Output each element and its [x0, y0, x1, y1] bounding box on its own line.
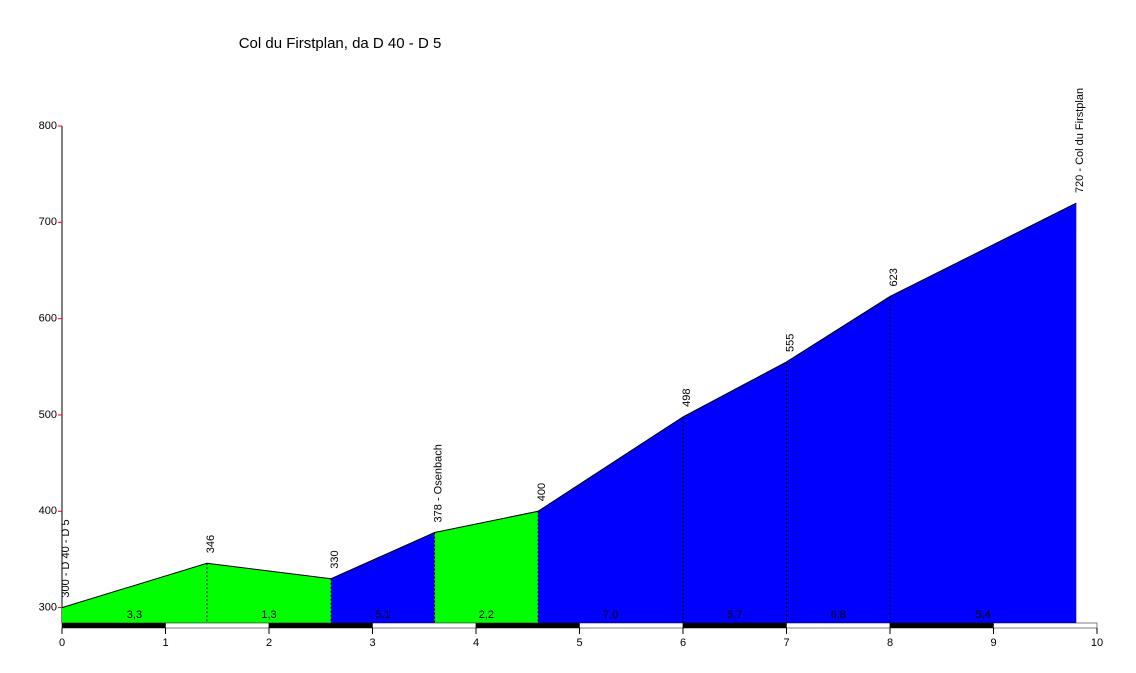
x-tick-label: 0	[59, 637, 65, 649]
x-tick-label: 8	[887, 637, 893, 649]
x-tick-label: 4	[473, 637, 479, 649]
gradient-label: 1,3	[261, 609, 276, 621]
point-label: 555	[784, 334, 796, 352]
y-tick-label: 700	[39, 216, 57, 228]
gradient-label: 5,4	[976, 609, 991, 621]
point-label: 498	[681, 389, 693, 407]
gradient-label: 5,7	[727, 609, 742, 621]
point-label: 330	[329, 550, 341, 568]
distance-block	[475, 622, 580, 629]
x-tick-label: 3	[369, 637, 375, 649]
x-tick-label: 10	[1091, 637, 1103, 649]
x-tick-label: 9	[990, 637, 996, 649]
segment-area	[434, 511, 539, 623]
x-tick-label: 1	[162, 637, 168, 649]
y-tick-label: 400	[39, 505, 57, 517]
segment-area	[786, 296, 890, 623]
point-label: 300 - D 40 - D 5	[60, 519, 72, 597]
gradient-label: 3,3	[127, 609, 142, 621]
y-tick-label: 500	[39, 409, 57, 421]
y-tick-label: 300	[39, 601, 57, 613]
distance-block	[682, 622, 787, 629]
distance-block	[786, 622, 891, 629]
y-tick-label: 600	[39, 313, 57, 325]
profile-line	[61, 202, 1077, 609]
x-tick-label: 6	[680, 637, 686, 649]
distance-block	[579, 622, 684, 629]
segment-area	[890, 203, 1077, 623]
distance-block	[993, 622, 1098, 629]
segment-area	[206, 563, 332, 623]
distance-block	[165, 622, 270, 629]
segment-area	[331, 532, 435, 623]
point-label: 400	[536, 483, 548, 501]
point-label: 346	[205, 535, 217, 553]
gradient-label: 7,0	[603, 609, 618, 621]
distance-block	[889, 622, 994, 629]
distance-block	[268, 622, 373, 629]
distance-block	[61, 622, 166, 629]
point-label: 623	[888, 268, 900, 286]
segment-area	[538, 416, 683, 623]
x-tick-label: 2	[266, 637, 272, 649]
y-tick-label: 800	[39, 120, 57, 132]
chart-title: Col du Firstplan, da D 40 - D 5	[239, 35, 442, 52]
x-tick-label: 5	[576, 637, 582, 649]
segment-area	[62, 563, 207, 623]
gradient-label: 2,2	[479, 609, 494, 621]
gradient-label: 5,1	[375, 609, 390, 621]
segment-area	[683, 361, 787, 623]
x-tick-label: 7	[783, 637, 789, 649]
distance-block	[372, 622, 477, 629]
gradient-label: 6,8	[831, 609, 846, 621]
point-label: 378 - Osenbach	[433, 444, 445, 522]
point-label: 720 - Col du Firstplan	[1074, 88, 1086, 193]
